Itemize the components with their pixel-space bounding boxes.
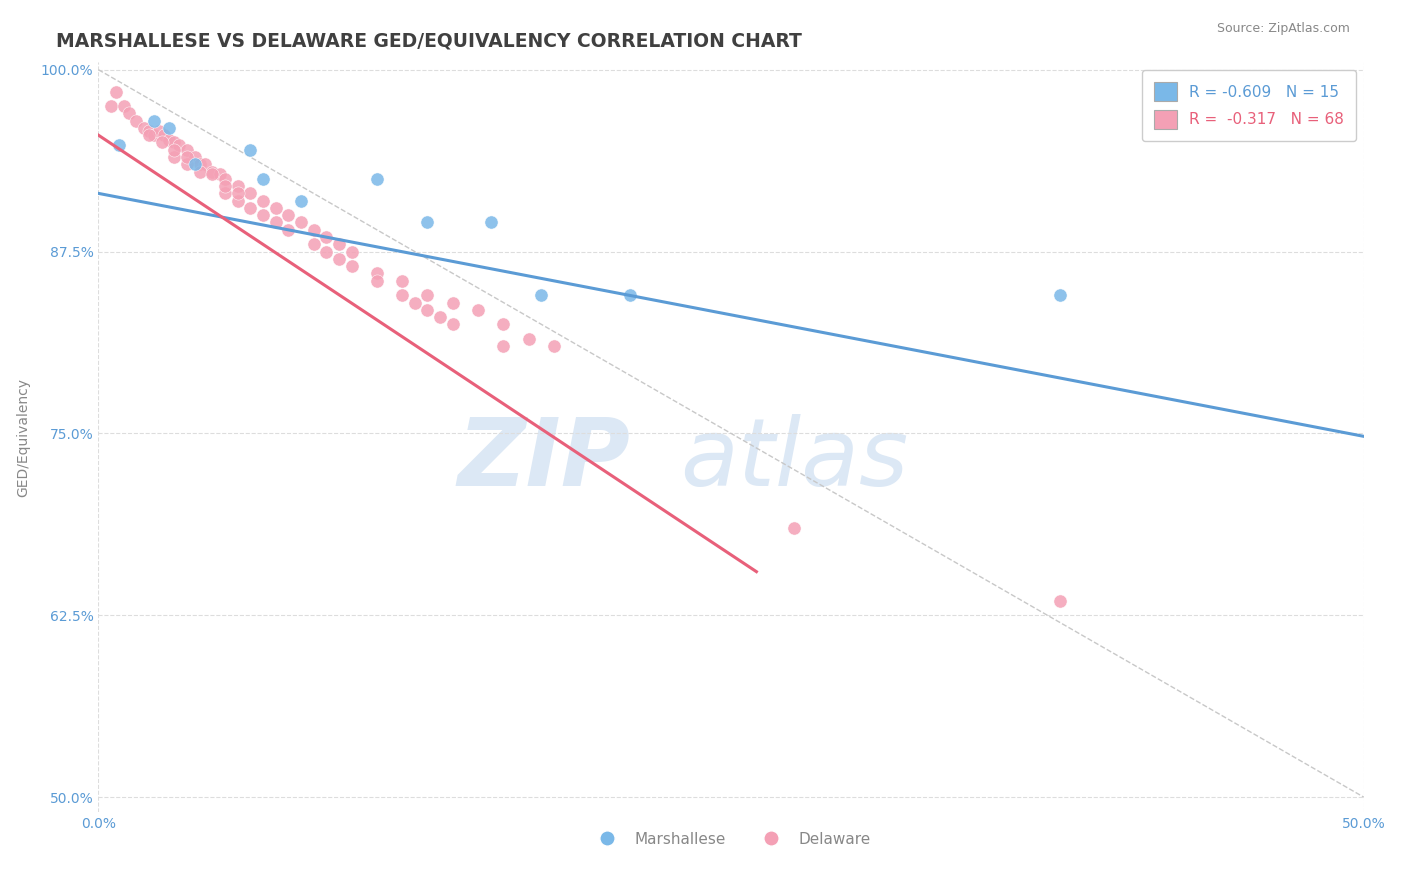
- Point: [277, 223, 299, 237]
- Point: [302, 223, 325, 237]
- Point: [201, 168, 224, 182]
- Point: [619, 288, 641, 302]
- Point: [239, 186, 262, 201]
- Point: [492, 339, 515, 353]
- Point: [467, 302, 489, 317]
- Point: [441, 295, 464, 310]
- Point: [226, 194, 249, 208]
- Point: [252, 208, 274, 222]
- Point: [143, 128, 166, 143]
- Point: [340, 259, 363, 273]
- Point: [132, 120, 155, 135]
- Point: [264, 215, 287, 229]
- Point: [264, 201, 287, 215]
- Point: [1049, 593, 1071, 607]
- Point: [277, 208, 299, 222]
- Point: [391, 274, 413, 288]
- Point: [157, 120, 180, 135]
- Point: [153, 128, 176, 143]
- Point: [366, 171, 388, 186]
- Point: [148, 124, 170, 138]
- Point: [183, 157, 205, 171]
- Point: [163, 143, 186, 157]
- Point: [138, 124, 160, 138]
- Point: [315, 244, 337, 259]
- Point: [214, 186, 236, 201]
- Point: [429, 310, 451, 324]
- Point: [226, 186, 249, 201]
- Point: [366, 274, 388, 288]
- Point: [176, 150, 198, 164]
- Point: [416, 215, 439, 229]
- Point: [302, 237, 325, 252]
- Legend: Marshallese, Delaware: Marshallese, Delaware: [585, 826, 877, 853]
- Point: [125, 113, 148, 128]
- Point: [290, 215, 312, 229]
- Point: [176, 157, 198, 171]
- Text: atlas: atlas: [681, 414, 908, 505]
- Point: [150, 136, 173, 150]
- Point: [1049, 288, 1071, 302]
- Point: [188, 164, 211, 178]
- Point: [328, 237, 350, 252]
- Point: [226, 179, 249, 194]
- Point: [543, 339, 565, 353]
- Point: [252, 194, 274, 208]
- Point: [112, 99, 135, 113]
- Point: [105, 85, 128, 99]
- Point: [100, 99, 122, 113]
- Point: [416, 302, 439, 317]
- Point: [252, 171, 274, 186]
- Point: [366, 267, 388, 281]
- Text: ZIP: ZIP: [457, 414, 630, 506]
- Text: Source: ZipAtlas.com: Source: ZipAtlas.com: [1216, 22, 1350, 36]
- Text: MARSHALLESE VS DELAWARE GED/EQUIVALENCY CORRELATION CHART: MARSHALLESE VS DELAWARE GED/EQUIVALENCY …: [56, 31, 801, 50]
- Point: [492, 318, 515, 332]
- Point: [441, 318, 464, 332]
- Point: [214, 171, 236, 186]
- Y-axis label: GED/Equivalency: GED/Equivalency: [15, 377, 30, 497]
- Point: [290, 194, 312, 208]
- Point: [118, 106, 141, 120]
- Point: [163, 136, 186, 150]
- Point: [194, 157, 217, 171]
- Point: [107, 138, 129, 153]
- Point: [404, 295, 426, 310]
- Point: [157, 132, 180, 146]
- Point: [479, 215, 502, 229]
- Point: [340, 244, 363, 259]
- Point: [208, 168, 231, 182]
- Point: [188, 157, 211, 171]
- Point: [214, 179, 236, 194]
- Point: [143, 113, 166, 128]
- Point: [315, 230, 337, 244]
- Point: [138, 128, 160, 143]
- Point: [530, 288, 553, 302]
- Point: [169, 138, 191, 153]
- Point: [391, 288, 413, 302]
- Point: [183, 150, 205, 164]
- Point: [517, 332, 540, 346]
- Point: [201, 164, 224, 178]
- Point: [239, 201, 262, 215]
- Point: [783, 521, 806, 535]
- Point: [328, 252, 350, 266]
- Point: [163, 150, 186, 164]
- Point: [416, 288, 439, 302]
- Point: [239, 143, 262, 157]
- Point: [176, 143, 198, 157]
